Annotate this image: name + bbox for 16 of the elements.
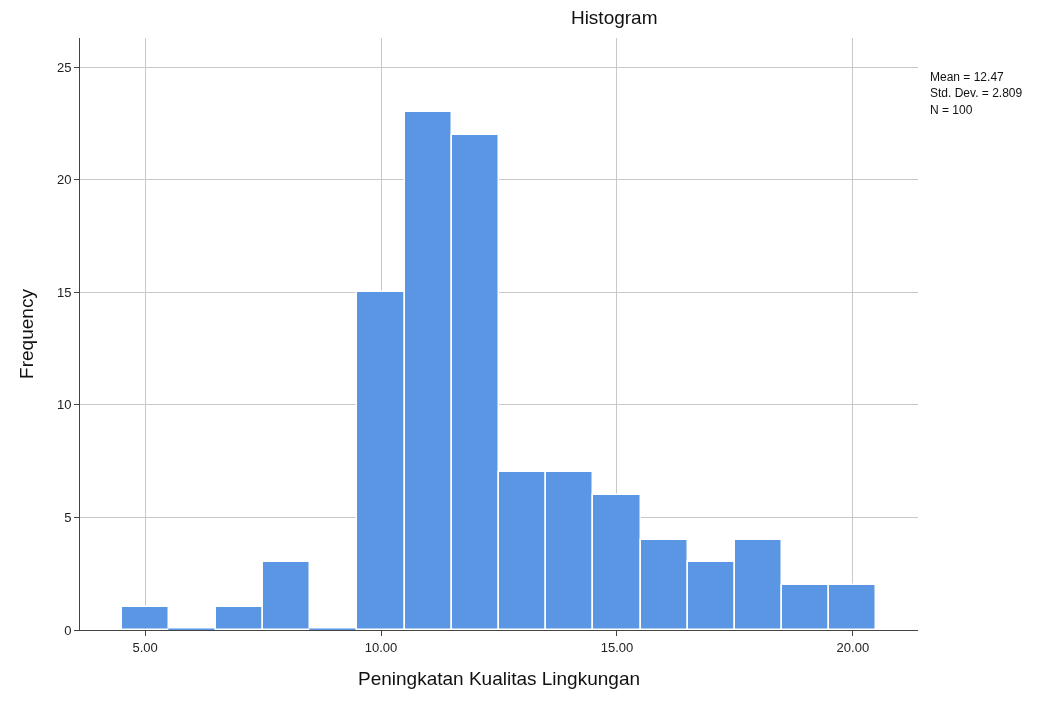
x-axis-title: Peningkatan Kualitas Lingkungan	[357, 668, 641, 690]
x-tick-label: 20.00	[836, 639, 870, 655]
text: Std. Dev. = 2.809	[930, 86, 1023, 100]
x-tick-label: 5.00	[132, 639, 158, 655]
y-tick-label: 25	[56, 59, 72, 75]
y-tick-label: 0	[64, 622, 72, 638]
y-axis-title: Frequency	[15, 288, 37, 379]
x-tick-label: 10.00	[364, 639, 398, 655]
chart-title: Histogram	[570, 6, 658, 28]
text: N = 100	[930, 103, 973, 117]
text: Mean = 12.47	[930, 70, 1005, 84]
y-tick-label: 20	[56, 172, 72, 188]
y-tick-label: 5	[64, 510, 72, 525]
y-tick-label: 10	[56, 397, 72, 413]
y-tick-label: 15	[56, 284, 72, 300]
x-tick-label: 15.00	[600, 639, 634, 655]
